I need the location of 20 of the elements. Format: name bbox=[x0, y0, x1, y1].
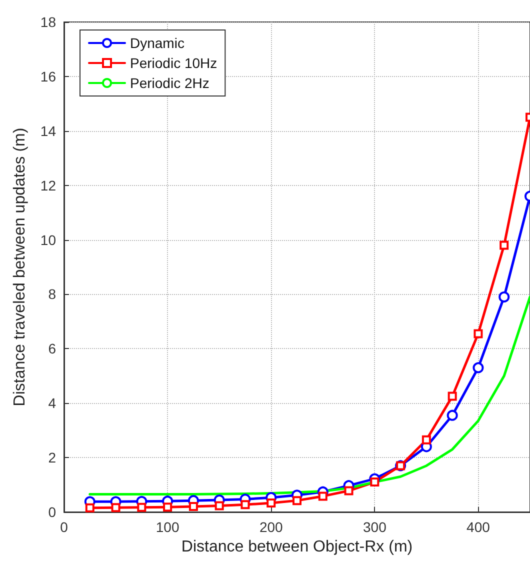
y-tick-label: 14 bbox=[40, 122, 56, 139]
y-tick-label: 4 bbox=[48, 395, 56, 412]
y-tick-label: 12 bbox=[40, 177, 56, 194]
legend-label: Periodic 2Hz bbox=[130, 75, 210, 91]
y-tick-label: 18 bbox=[40, 14, 56, 30]
x-tick-label: 0 bbox=[60, 519, 68, 535]
y-tick-label: 16 bbox=[40, 68, 56, 84]
x-tick-label: 100 bbox=[156, 519, 180, 535]
x-tick-label: 200 bbox=[259, 519, 284, 535]
x-tick-label: 300 bbox=[362, 519, 387, 535]
y-tick-label: 8 bbox=[48, 286, 56, 302]
x-axis-title: Distance between Object-Rx (m) bbox=[181, 538, 413, 556]
y-tick-label: 2 bbox=[48, 450, 56, 466]
y-tick-label: 0 bbox=[48, 504, 56, 520]
legend-label: Periodic 10Hz bbox=[130, 55, 218, 71]
y-axis-title: Distance traveled between updates (m) bbox=[12, 128, 28, 406]
legend-label: Dynamic bbox=[130, 35, 184, 51]
y-tick-label: 6 bbox=[48, 340, 56, 357]
x-tick-label: 400 bbox=[466, 519, 490, 535]
y-tick-label: 10 bbox=[40, 232, 56, 248]
